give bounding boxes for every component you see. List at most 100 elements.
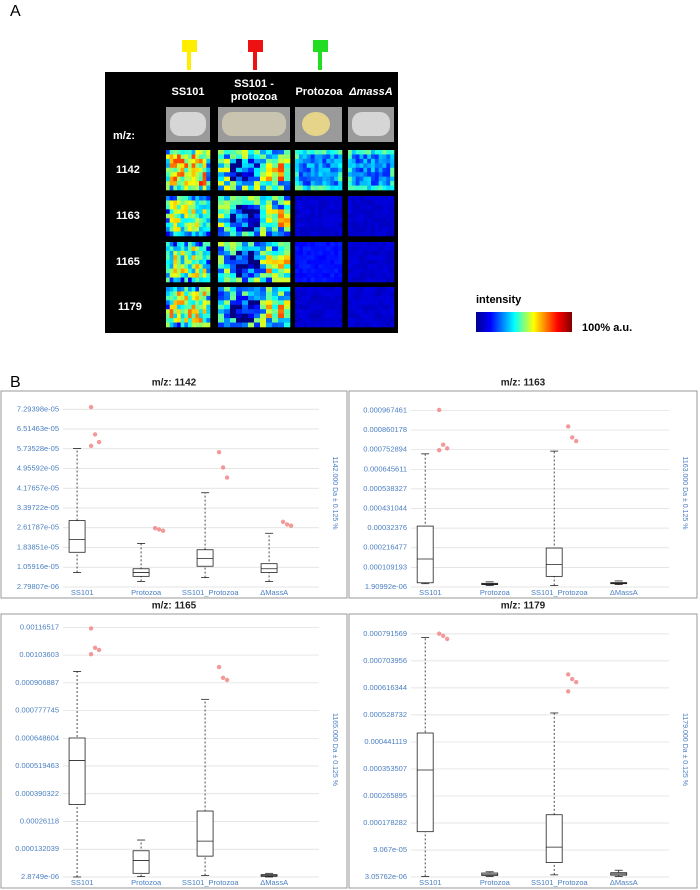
- heat-cell: [236, 264, 243, 269]
- heat-cell: [173, 259, 178, 265]
- heat-cell: [318, 227, 323, 232]
- heat-cell: [390, 304, 395, 310]
- heat-cell: [169, 196, 174, 201]
- heat-cell: [218, 204, 225, 210]
- heat-cell: [173, 204, 178, 210]
- heat-cell: [298, 300, 304, 306]
- heat-cell: [306, 231, 311, 237]
- heat-cell: [254, 167, 261, 173]
- heat-cell: [334, 309, 339, 314]
- heat-cell: [260, 295, 267, 301]
- heat-cell: [334, 246, 339, 252]
- heat-cell: [169, 167, 174, 173]
- heat-cell: [348, 304, 353, 310]
- heat-cell: [266, 167, 273, 173]
- heat-cell: [284, 255, 291, 261]
- heat-cell: [272, 318, 279, 323]
- heat-cell: [338, 185, 343, 191]
- heat-cell: [367, 255, 372, 261]
- heat-cell: [272, 227, 279, 232]
- heat-cell: [242, 246, 249, 252]
- heat-cell: [359, 222, 364, 228]
- heat-cell: [218, 246, 225, 252]
- heat-cell: [195, 185, 200, 191]
- heat-cell: [180, 200, 185, 206]
- heat-cell: [242, 167, 249, 173]
- heat-cell: [173, 172, 178, 177]
- heat-cell: [278, 172, 285, 177]
- heat-cell: [254, 231, 261, 237]
- heat-cell: [272, 167, 279, 173]
- heat-cell: [173, 309, 178, 314]
- heat-cell: [363, 255, 368, 261]
- heat-cell: [166, 176, 170, 182]
- heat-cell: [378, 300, 383, 306]
- heat-cell: [206, 322, 211, 328]
- heat-cell: [260, 209, 267, 215]
- heat-cell: [298, 172, 304, 177]
- heat-cell: [166, 273, 170, 278]
- heat-cell: [230, 150, 237, 155]
- heat-cell: [202, 222, 207, 228]
- heat-cell: [371, 181, 376, 186]
- heat-cell: [260, 264, 267, 269]
- heat-cell: [202, 250, 207, 256]
- heat-cell: [382, 277, 387, 283]
- heat-cell: [248, 227, 255, 232]
- heat-cell: [363, 295, 368, 301]
- heat-cell: [180, 309, 185, 314]
- heat-cell: [177, 222, 181, 228]
- heat-cell: [310, 163, 315, 169]
- heat-cell: [306, 204, 311, 210]
- heat-cell: [386, 313, 391, 319]
- heat-cell: [355, 158, 360, 164]
- heat-cell: [322, 309, 327, 314]
- outlier: [436, 631, 442, 636]
- heat-cell: [230, 322, 237, 328]
- heat-cell: [334, 181, 339, 186]
- heat-cell: [351, 231, 356, 237]
- heat-cell: [218, 250, 225, 256]
- heat-cell: [295, 318, 300, 323]
- heat-cell: [278, 209, 285, 215]
- heat-cell: [359, 273, 364, 278]
- heat-cell: [359, 218, 364, 223]
- outlier: [565, 689, 571, 694]
- heat-cell: [202, 309, 207, 314]
- heat-cell: [202, 242, 207, 247]
- heat-cell: [359, 227, 364, 232]
- y-tick-label: 0.000752894: [363, 445, 407, 454]
- heat-cell: [298, 185, 304, 191]
- heat-cell: [248, 300, 255, 306]
- heat-cell: [188, 213, 192, 219]
- heat-cell: [184, 227, 189, 232]
- heat-cell: [242, 322, 249, 328]
- heat-cell: [188, 304, 192, 310]
- heat-cell: [199, 250, 203, 256]
- heat-cell: [272, 158, 279, 164]
- heat-cell: [322, 172, 327, 177]
- heat-cell: [184, 172, 189, 177]
- heat-cell: [322, 213, 327, 219]
- heat-cell: [206, 246, 211, 252]
- heat-cell: [310, 287, 315, 292]
- heat-cell: [334, 167, 339, 173]
- heat-cell: [355, 176, 360, 182]
- heat-cell: [334, 318, 339, 323]
- heat-cell: [367, 200, 372, 206]
- y-tick-label: 1.83851e-05: [17, 542, 59, 551]
- heat-cell: [284, 209, 291, 215]
- heat-cell: [371, 259, 376, 265]
- heat-cell: [334, 158, 339, 164]
- heat-cell: [295, 185, 300, 191]
- heat-cell: [254, 273, 261, 278]
- heat-cell: [173, 268, 178, 274]
- heat-cell: [330, 268, 335, 274]
- heat-cell: [351, 295, 356, 301]
- heat-cell: [386, 277, 391, 283]
- heat-cell: [306, 242, 311, 247]
- heat-cell: [378, 176, 383, 182]
- heat-cell: [326, 200, 331, 206]
- heat-cell: [371, 227, 376, 232]
- heat-cell: [367, 181, 372, 186]
